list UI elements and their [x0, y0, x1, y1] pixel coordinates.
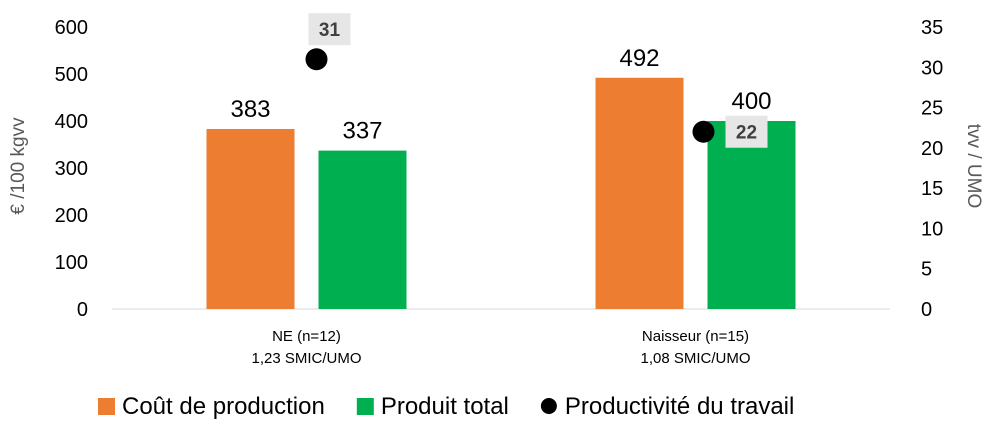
- y-tick-label: 600: [55, 17, 88, 39]
- y-tick-label: 500: [55, 64, 88, 86]
- y-tick-label: 200: [55, 205, 88, 227]
- legend-label: Productivité du travail: [565, 393, 794, 420]
- y2-tick-label: 35: [921, 17, 943, 39]
- y-tick-label: 100: [55, 252, 88, 274]
- point-value-label: 31: [319, 20, 341, 41]
- category-label: 1,08 SMIC/UMO: [640, 350, 750, 367]
- category-label: NE (n=12): [272, 328, 341, 345]
- category-label: 1,23 SMIC/UMO: [251, 350, 361, 367]
- legend-swatch: [98, 398, 115, 415]
- legend: Coût de production Produit total Productiv…: [98, 393, 794, 420]
- legend-marker: [540, 398, 557, 414]
- bar-value-label: 400: [731, 88, 771, 115]
- bar-value-label: 337: [342, 118, 382, 145]
- y2-axis-title: tvv / UMO: [963, 124, 984, 208]
- legend-label: Produit total: [381, 393, 509, 420]
- bar: [206, 128, 295, 309]
- y2-tick-label: 0: [921, 299, 932, 321]
- legend-swatch: [356, 398, 374, 415]
- y2-tick-label: 20: [921, 138, 943, 160]
- y-tick-label: 300: [55, 158, 88, 180]
- bar-value-label: 383: [230, 96, 270, 123]
- bar-value-label: 492: [619, 45, 659, 72]
- category-label: Naisseur (n=15): [642, 328, 749, 345]
- plot-area: 0 100 200 300 400 500 600 0 5 10 15 20 25 30 35 383 337 N…: [55, 13, 943, 367]
- legend-label: Coût de production: [122, 393, 325, 420]
- point-label-box: [725, 115, 768, 148]
- y2-tick-label: 30: [921, 57, 943, 79]
- y2-tick-label: 5: [921, 259, 932, 281]
- y-tick-label: 0: [77, 299, 88, 321]
- y-tick-label: 400: [55, 111, 88, 133]
- bar: [318, 150, 407, 309]
- y2-tick-label: 10: [921, 218, 943, 240]
- y2-tick-label: 25: [921, 98, 943, 120]
- point-label-box: [308, 13, 351, 46]
- y-axis-title: € /100 kgvv: [8, 117, 29, 215]
- y2-tick-label: 15: [921, 178, 943, 200]
- bar: [595, 77, 684, 309]
- point: [305, 48, 328, 71]
- point: [692, 120, 715, 143]
- bar: [707, 121, 796, 309]
- point-value-label: 22: [736, 123, 757, 144]
